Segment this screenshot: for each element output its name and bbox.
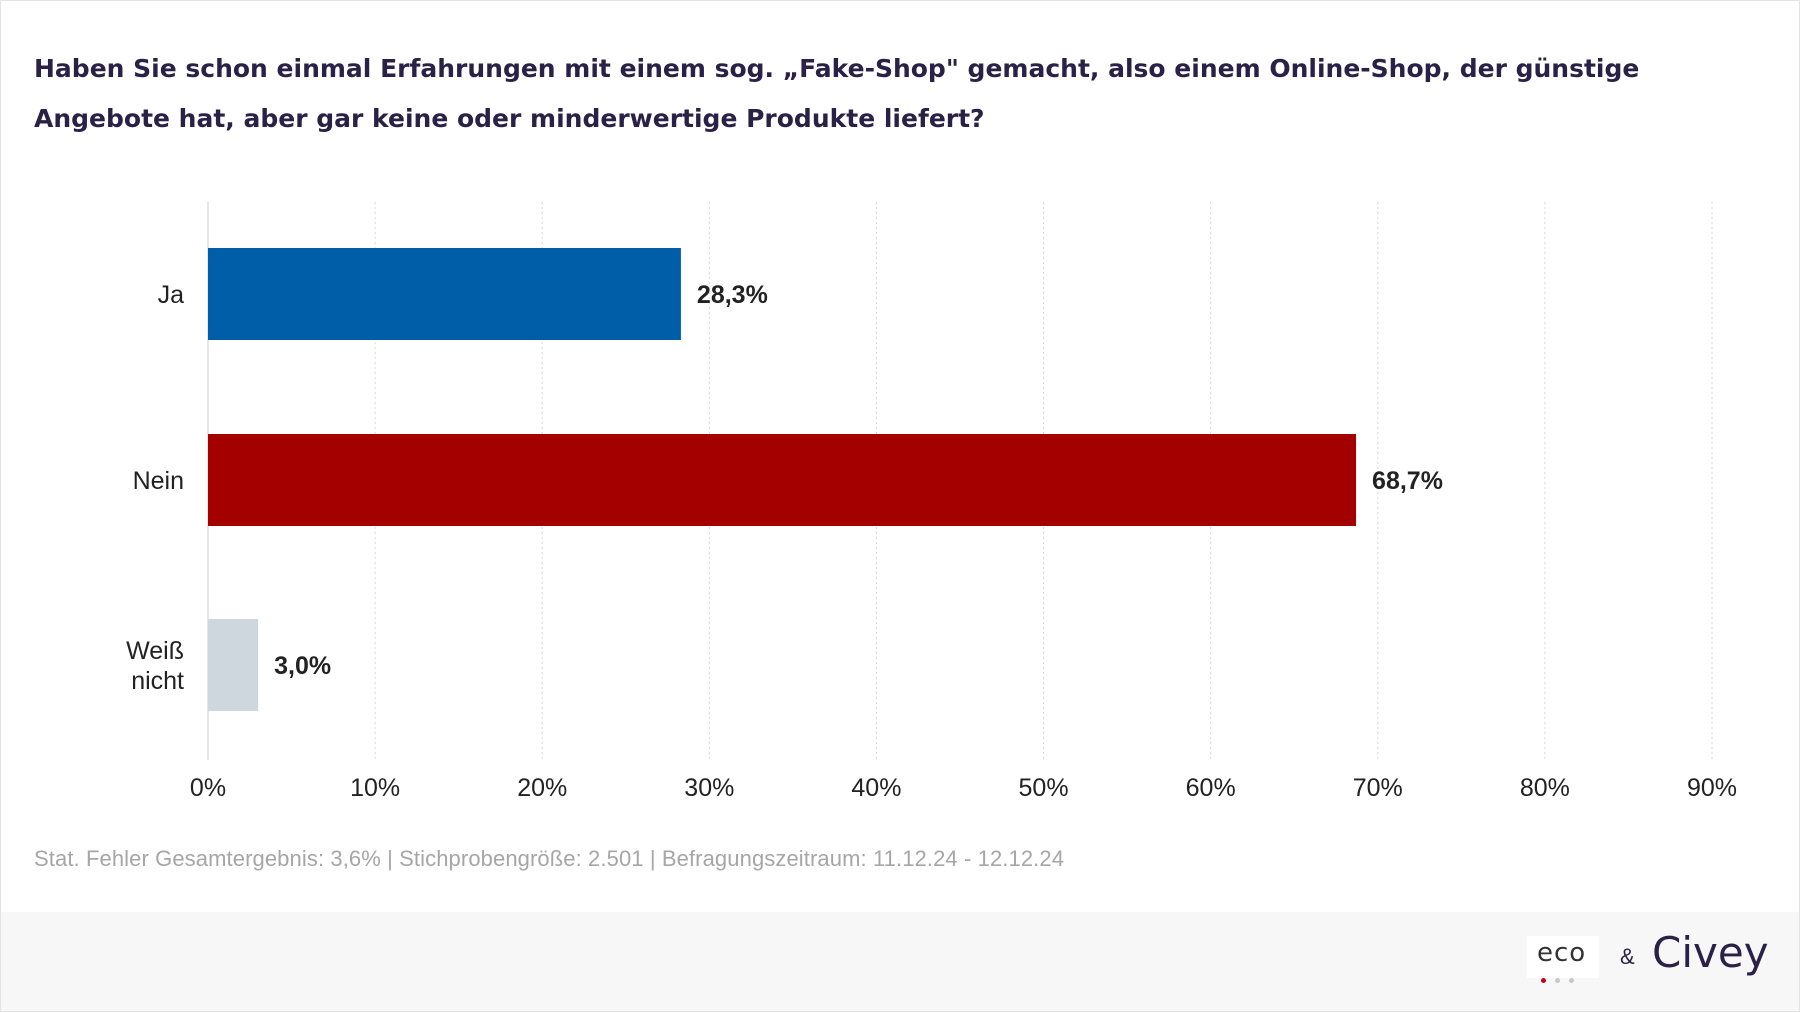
footer-bar bbox=[1, 912, 1799, 1011]
eco-logo-dots bbox=[1541, 970, 1583, 988]
eco-logo-text: eco bbox=[1537, 938, 1587, 968]
category-label: Ja bbox=[158, 281, 185, 309]
bar-chart: 0% 10% 20% 30% 40% 50% 60% 70% 80% 90% 28,3% Ja 68,7… bbox=[126, 202, 1737, 800]
category-label: Nein bbox=[133, 467, 184, 495]
category-label: Weiß nicht bbox=[126, 637, 184, 695]
category-label-line: nicht bbox=[131, 667, 184, 695]
bar bbox=[208, 248, 681, 340]
chart-title: Haben Sie schon einmal Erfahrungen mit e… bbox=[34, 54, 1640, 133]
category-label-line: Ja bbox=[158, 281, 185, 309]
x-tick-label: 40% bbox=[851, 774, 901, 800]
ampersand: & bbox=[1620, 944, 1635, 969]
x-tick-label: 10% bbox=[350, 774, 400, 800]
category-label-line: Weiß bbox=[126, 637, 184, 665]
x-tick-label: 80% bbox=[1520, 774, 1570, 800]
eco-logo: eco bbox=[1527, 936, 1599, 983]
x-tick-label: 60% bbox=[1186, 774, 1236, 800]
bar bbox=[208, 619, 259, 711]
x-tick-label: 30% bbox=[684, 774, 734, 800]
bar-value-label: 28,3% bbox=[697, 281, 768, 309]
x-tick-label: 20% bbox=[517, 774, 567, 800]
x-tick-label: 90% bbox=[1687, 774, 1737, 800]
category-label-line: Nein bbox=[133, 467, 184, 495]
bar-value-label: 3,0% bbox=[274, 652, 331, 680]
bar-value-label: 68,7% bbox=[1372, 467, 1443, 495]
footnote: Stat. Fehler Gesamtergebnis: 3,6% | Stic… bbox=[34, 846, 1065, 871]
x-tick-label: 70% bbox=[1353, 774, 1403, 800]
civey-logo: Civey bbox=[1652, 928, 1769, 977]
x-tick-label: 0% bbox=[190, 774, 226, 800]
x-tick-label: 50% bbox=[1019, 774, 1069, 800]
bar bbox=[208, 434, 1357, 526]
